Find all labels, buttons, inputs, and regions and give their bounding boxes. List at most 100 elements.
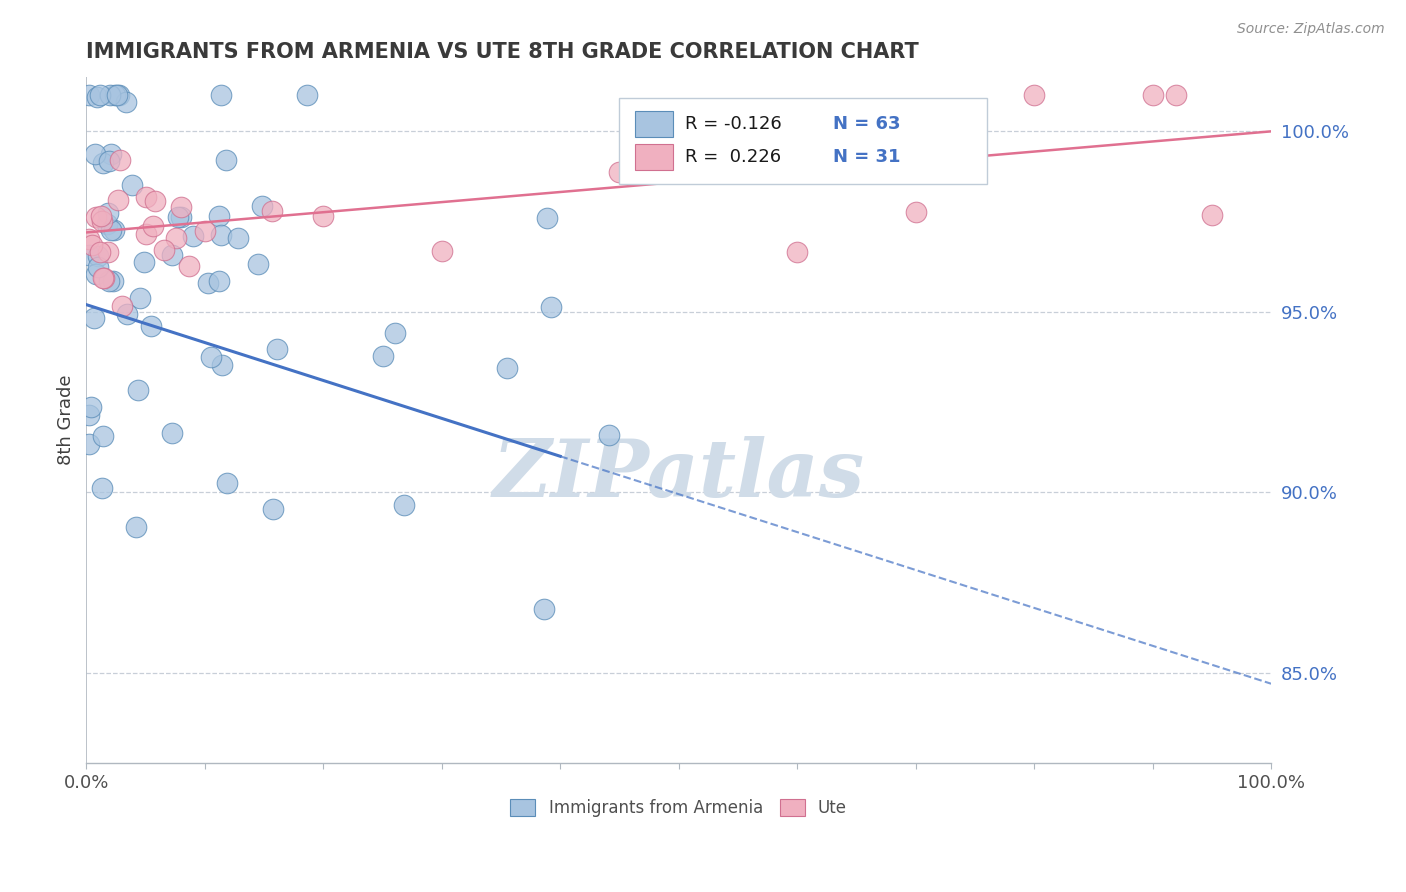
Point [129, 291, 152, 305]
Point [90, 214, 112, 228]
Point [84, 267, 107, 281]
Point [179, 259, 201, 273]
Point [97, 274, 120, 288]
Point [170, 200, 193, 214]
Point [209, 88, 232, 103]
Text: R =  0.226: R = 0.226 [685, 148, 780, 167]
Point [83, 311, 105, 326]
Point [904, 205, 927, 219]
Point [77, 88, 100, 103]
Bar [636, 111, 672, 136]
Point [77, 248, 100, 262]
Point [91, 481, 114, 495]
Point [262, 502, 284, 516]
Point [98, 88, 121, 103]
Point [215, 153, 238, 167]
Text: R = -0.126: R = -0.126 [685, 115, 782, 133]
Point [153, 244, 176, 258]
Point [384, 326, 406, 340]
Point [371, 349, 394, 363]
Point [208, 274, 231, 288]
Text: Source: ZipAtlas.com: Source: ZipAtlas.com [1237, 22, 1385, 37]
Point [200, 350, 222, 364]
Point [107, 193, 129, 207]
Point [181, 229, 204, 244]
Point [166, 210, 188, 224]
Point [90, 209, 112, 223]
Point [540, 300, 562, 314]
Point [160, 247, 183, 261]
Point [89, 88, 111, 103]
Point [609, 165, 631, 179]
Point [87, 249, 110, 263]
Point [262, 204, 284, 219]
Point [89, 244, 111, 259]
Point [108, 153, 131, 168]
Point [266, 342, 288, 356]
Point [295, 88, 318, 103]
Point [100, 146, 122, 161]
Point [598, 428, 620, 442]
Point [121, 178, 143, 192]
Text: N = 63: N = 63 [832, 115, 900, 133]
Point [77, 409, 100, 423]
Point [170, 211, 193, 225]
Point [312, 209, 335, 223]
Point [430, 244, 453, 259]
Point [77, 232, 100, 246]
Point [87, 260, 110, 274]
Point [211, 358, 233, 372]
Legend: Immigrants from Armenia, Ute: Immigrants from Armenia, Ute [503, 792, 853, 823]
Point [91, 156, 114, 170]
Point [93, 271, 115, 285]
Text: IMMIGRANTS FROM ARMENIA VS UTE 8TH GRADE CORRELATION CHART: IMMIGRANTS FROM ARMENIA VS UTE 8TH GRADE… [86, 42, 920, 62]
Point [194, 224, 217, 238]
Text: ZIPatlas: ZIPatlas [492, 436, 865, 514]
Point [394, 498, 416, 512]
Point [91, 428, 114, 442]
Text: N = 31: N = 31 [832, 148, 900, 167]
Point [1142, 88, 1164, 103]
FancyBboxPatch shape [620, 98, 987, 184]
Point [1201, 208, 1223, 222]
Point [103, 88, 125, 103]
Point [252, 199, 274, 213]
Point [135, 227, 157, 242]
Point [1024, 88, 1046, 103]
Point [77, 437, 100, 451]
Point [217, 475, 239, 490]
Point [495, 361, 517, 376]
Point [80, 400, 103, 414]
Point [533, 602, 555, 616]
Point [536, 211, 558, 226]
Point [143, 194, 166, 208]
Point [160, 425, 183, 440]
Point [247, 257, 270, 271]
Point [96, 245, 118, 260]
Point [209, 227, 232, 242]
Point [197, 277, 219, 291]
Point [97, 206, 120, 220]
Point [111, 299, 134, 313]
Point [139, 318, 162, 333]
Point [100, 222, 122, 236]
Point [134, 255, 156, 269]
Point [115, 307, 138, 321]
Point [1166, 88, 1188, 103]
Point [786, 245, 808, 260]
Bar [636, 145, 672, 170]
Point [101, 274, 124, 288]
Point [228, 231, 250, 245]
Y-axis label: 8th Grade: 8th Grade [58, 375, 75, 466]
Point [208, 209, 231, 223]
Point [135, 190, 157, 204]
Point [127, 384, 149, 398]
Point [83, 147, 105, 161]
Point [108, 88, 131, 103]
Point [98, 154, 121, 169]
Point [84, 210, 107, 224]
Point [93, 271, 115, 285]
Point [80, 238, 103, 252]
Point [96, 217, 118, 231]
Point [142, 219, 165, 234]
